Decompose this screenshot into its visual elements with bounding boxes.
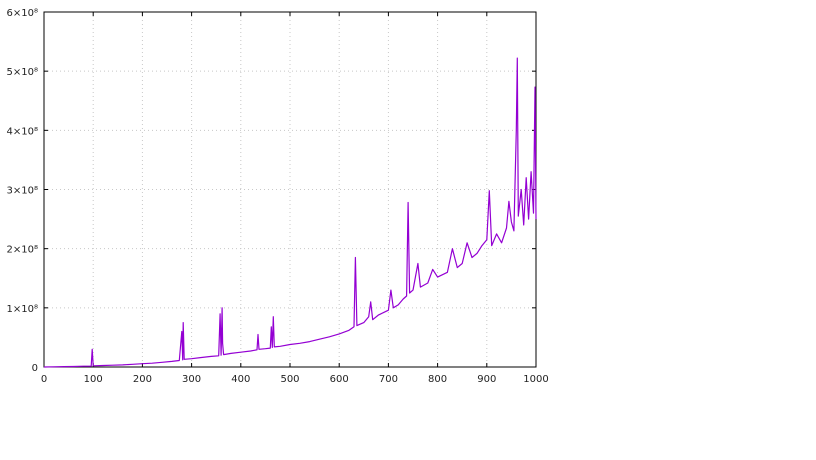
x-tick-label: 0 (41, 374, 47, 385)
x-tick-label: 800 (428, 374, 447, 385)
x-tick-label: 300 (182, 374, 201, 385)
y-tick-label: 6×10⁸ (7, 8, 38, 19)
x-tick-label: 200 (133, 374, 152, 385)
x-tick-label: 900 (477, 374, 496, 385)
series-line (43, 57, 537, 368)
x-tick-label: 700 (379, 374, 398, 385)
y-tick-label: 2×10⁸ (7, 245, 38, 256)
y-tick-label: 3×10⁸ (7, 186, 38, 197)
plot-frame (43, 11, 537, 368)
x-tick-label: 600 (330, 374, 349, 385)
x-tick-label: 100 (84, 374, 103, 385)
x-tick-label: 500 (280, 374, 299, 385)
x-tick-label: 1000 (523, 374, 548, 385)
y-tick-label: 1×10⁸ (7, 304, 38, 315)
y-tick-label: 0 (32, 363, 38, 374)
y-tick-label: 5×10⁸ (7, 67, 38, 78)
y-tick-label: 4×10⁸ (7, 126, 38, 137)
x-tick-label: 400 (231, 374, 250, 385)
